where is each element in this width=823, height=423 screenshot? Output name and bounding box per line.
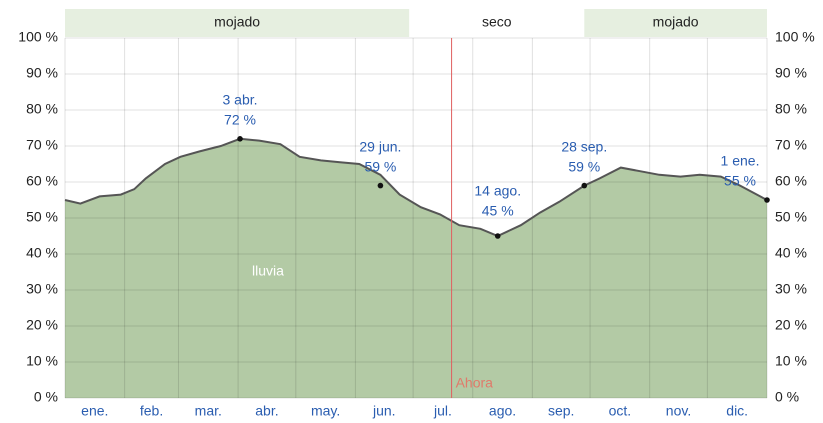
x-tick-label: oct. <box>609 403 632 419</box>
x-tick-label: jul. <box>433 403 452 419</box>
y2-tick-label: 50 % <box>775 209 807 225</box>
y-tick-label: 0 % <box>34 389 58 405</box>
x-tick-label: ene. <box>81 403 108 419</box>
y2-tick-label: 0 % <box>775 389 799 405</box>
x-tick-label: mar. <box>195 403 222 419</box>
annotation-dot <box>764 197 770 203</box>
y-tick-label: 60 % <box>26 173 58 189</box>
annotation-date: 3 abr. <box>223 92 258 108</box>
y2-tick-label: 10 % <box>775 353 807 369</box>
annotation-date: 29 jun. <box>359 138 401 154</box>
x-tick-label: jun. <box>372 403 396 419</box>
annotation-dot <box>494 233 501 239</box>
y-tick-label: 90 % <box>26 65 58 81</box>
annotation-value: 72 % <box>224 112 256 128</box>
season-band <box>584 9 767 37</box>
y2-tick-label: 30 % <box>775 281 807 297</box>
y-tick-label: 70 % <box>26 137 58 153</box>
annotation-dot <box>581 182 588 189</box>
annotation-date: 28 sep. <box>561 138 607 154</box>
y2-tick-label: 40 % <box>775 245 807 261</box>
season-label: mojado <box>214 14 260 30</box>
annotation-date: 1 ene. <box>721 153 760 169</box>
season-label: seco <box>482 14 512 30</box>
annotation-dot <box>377 182 384 189</box>
x-tick-label: feb. <box>140 403 163 419</box>
y2-tick-label: 60 % <box>775 173 807 189</box>
annotation-value: 59 % <box>568 158 600 174</box>
annotation-date: 14 ago. <box>474 183 521 199</box>
y-tick-label: 20 % <box>26 317 58 333</box>
y2-tick-label: 90 % <box>775 65 807 81</box>
y-tick-label: 100 % <box>18 29 58 45</box>
x-tick-label: ago. <box>489 403 516 419</box>
y2-tick-label: 20 % <box>775 317 807 333</box>
x-tick-label: abr. <box>255 403 278 419</box>
annotation-value: 55 % <box>724 173 756 189</box>
area <box>65 138 767 399</box>
y2-tick-label: 80 % <box>775 101 807 117</box>
x-tick-label: dic. <box>726 403 748 419</box>
x-tick-label: nov. <box>666 403 691 419</box>
y-tick-label: 80 % <box>26 101 58 117</box>
y-tick-label: 50 % <box>26 209 58 225</box>
season-label: mojado <box>653 14 699 30</box>
series-line <box>64 137 768 238</box>
annotation-value: 59 % <box>364 158 396 174</box>
season-band <box>409 9 585 37</box>
y2-tick-label: 70 % <box>775 137 807 153</box>
now-label: Ahora <box>456 375 494 391</box>
annotation-dot <box>237 136 243 142</box>
x-tick-label: sep. <box>548 403 574 419</box>
series-label: lluvia <box>252 263 284 279</box>
annotation-value: 45 % <box>482 203 514 219</box>
y2-tick-label: 100 % <box>775 29 815 45</box>
y-tick-label: 30 % <box>26 281 58 297</box>
y-tick-label: 10 % <box>26 353 58 369</box>
season-band <box>65 9 410 37</box>
y-tick-label: 40 % <box>26 245 58 261</box>
x-tick-label: may. <box>311 403 340 419</box>
